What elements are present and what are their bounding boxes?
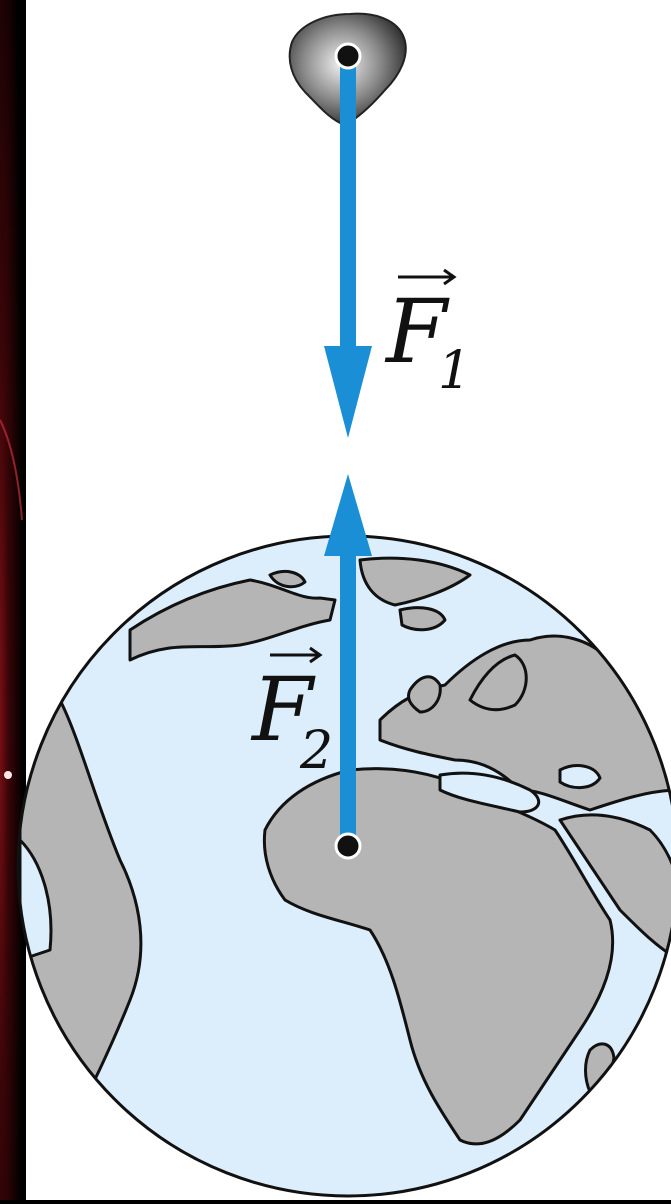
land-arctic-east: [358, 556, 472, 607]
land-small-island: [268, 570, 307, 589]
force-2-subscript: 2: [299, 721, 333, 781]
label-force-1: F 1: [384, 268, 471, 401]
land-iceland: [398, 606, 447, 632]
land-britain: [406, 675, 442, 714]
force-1-symbol: F: [384, 280, 450, 383]
vector-force-2: [324, 474, 372, 846]
nebula-streak: [0, 419, 23, 521]
sea-black: [558, 764, 602, 789]
force-1-subscript: 1: [438, 341, 471, 401]
land-arabia: [558, 813, 671, 962]
asteroid-center-dot: [334, 42, 362, 70]
land-south-america-east: [18, 838, 53, 962]
force-1-shaft: [340, 56, 356, 376]
star: [4, 771, 12, 779]
earth-center-dot: [334, 832, 362, 860]
sea-mediterranean: [438, 771, 541, 814]
land-europe: [378, 634, 671, 812]
label-force-2: F 2: [250, 646, 333, 781]
land-scandinavia: [468, 653, 528, 712]
land-greenland: [128, 578, 337, 662]
space-strip: [0, 0, 26, 1200]
force-2-vector-arrow-tip: [309, 646, 323, 664]
force-2-arrowhead: [324, 474, 372, 556]
force-2-symbol: F: [250, 658, 316, 761]
force-2-shaft: [340, 540, 356, 846]
force-1-vector-arrow-tip: [443, 268, 457, 286]
force-1-arrowhead: [324, 346, 372, 438]
vector-force-1: [324, 56, 372, 438]
